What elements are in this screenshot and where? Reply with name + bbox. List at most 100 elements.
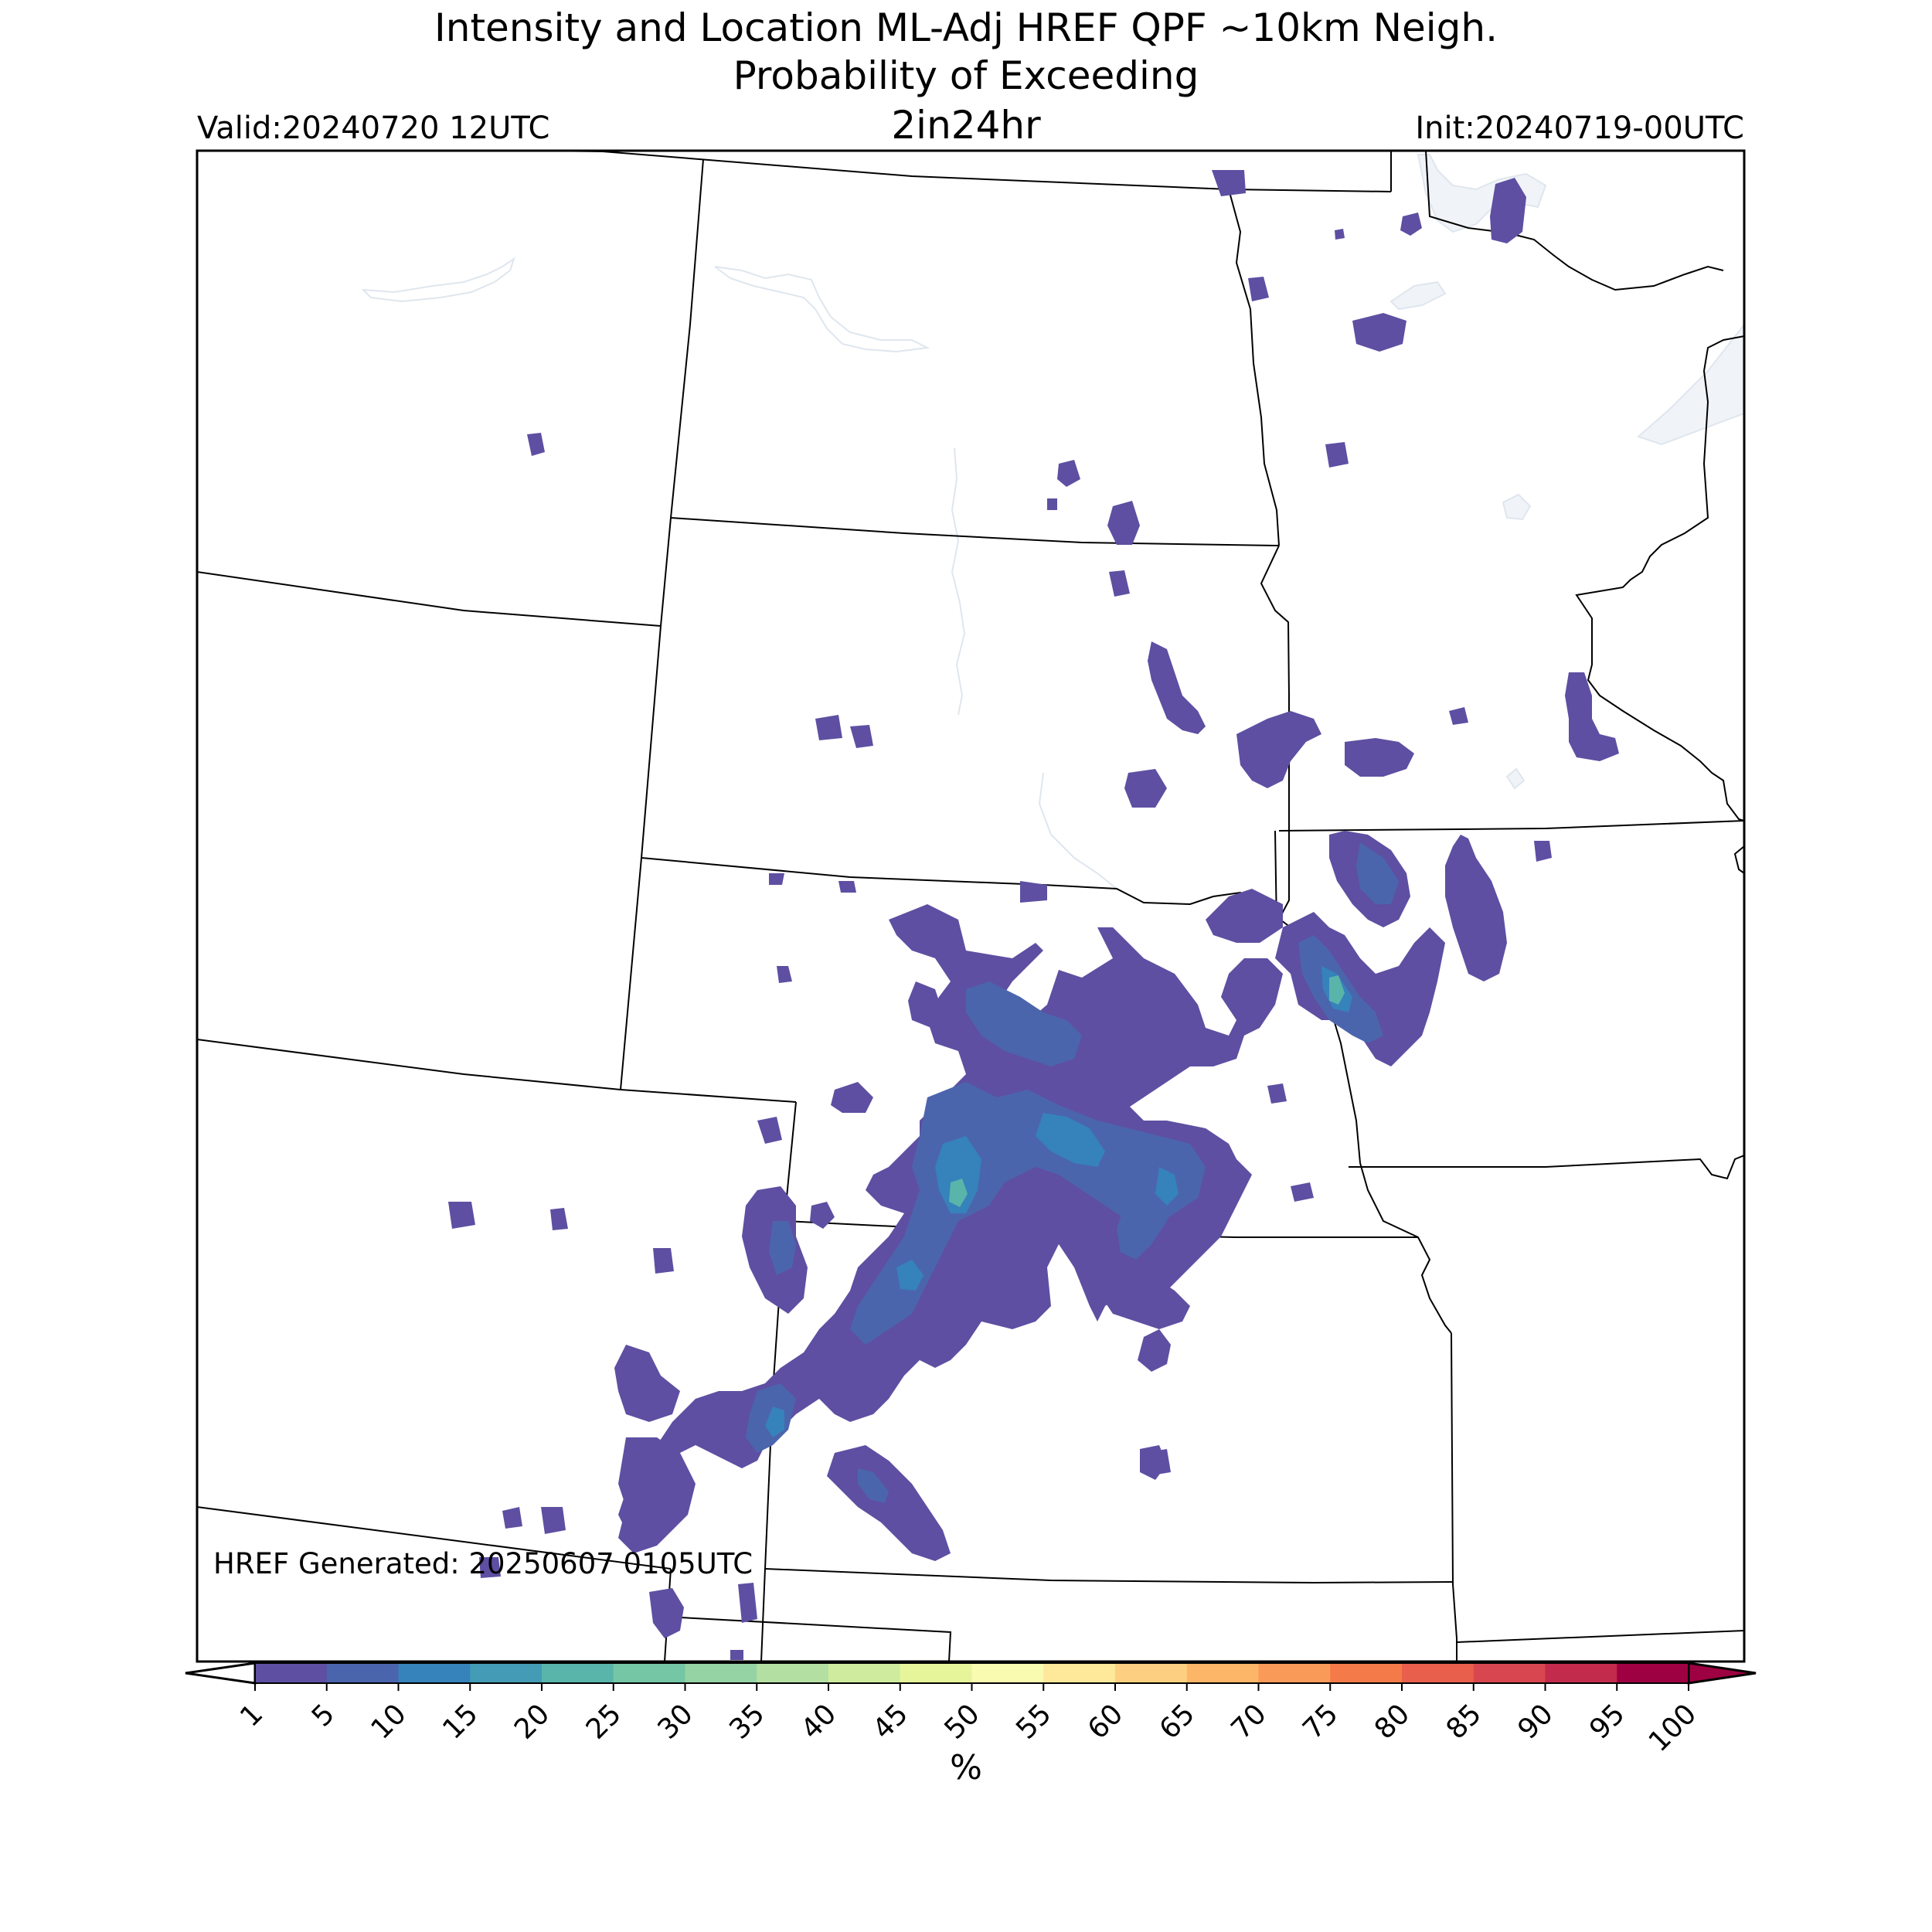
init-time-label: Init:20240719-00UTC — [1415, 111, 1744, 146]
mille-lacs — [1502, 493, 1532, 521]
colorbar-under-extend — [185, 1662, 257, 1685]
cell-sd-c — [1124, 769, 1167, 808]
swath-ia-north — [1445, 835, 1507, 981]
core-ks-w — [858, 1468, 889, 1503]
cell-ne-w3 — [777, 966, 792, 983]
colorbar-swatch — [971, 1663, 1044, 1683]
cell-nd-n — [1248, 277, 1269, 301]
core-ne-6 — [896, 1260, 923, 1291]
colorbar-swatch — [613, 1663, 685, 1683]
colorbar-tick-label: 20 — [509, 1698, 556, 1745]
border-mt-nd — [660, 158, 704, 627]
colorbar-tick-label: 50 — [938, 1698, 985, 1745]
colorbar-tick-label: 35 — [723, 1698, 770, 1745]
cell-nm-spot — [730, 1650, 743, 1660]
cell-ne-ns — [1020, 881, 1047, 903]
cell-ks-ne — [1291, 1182, 1314, 1202]
colorbar-tick-label: 40 — [795, 1698, 842, 1745]
lake-winnebago-area — [1505, 767, 1526, 790]
red-lake — [1389, 281, 1447, 311]
cell-wy-ne — [757, 1117, 782, 1144]
core-co — [769, 1221, 796, 1275]
map-title-threshold: 2in24hr — [891, 103, 1041, 148]
colorbar-swatch — [398, 1663, 471, 1683]
cell-ok-w — [649, 1588, 684, 1638]
cell-nd-c3 — [1107, 501, 1140, 545]
colorbar-swatch — [1115, 1663, 1188, 1683]
colorbar-tick-label: 10 — [365, 1698, 412, 1745]
swath-mn-sw — [1345, 738, 1414, 777]
swath-ne-panhandle — [908, 981, 943, 1028]
colorbar-tick-label: 30 — [651, 1698, 699, 1745]
peak-ne — [949, 1179, 968, 1207]
colorbar-tick-label: 15 — [437, 1698, 484, 1745]
lake-superior — [1637, 323, 1744, 446]
colorbar-swatch — [757, 1663, 829, 1683]
border-mt-sd-wy — [197, 571, 662, 627]
border-ia-mo — [1349, 1155, 1744, 1180]
colorbar-swatch — [470, 1663, 543, 1683]
colorbar-tick-label: 90 — [1512, 1698, 1559, 1745]
cell-co-n2 — [550, 1208, 568, 1230]
colorbar-tick-label: 45 — [867, 1698, 914, 1745]
colorbar-swatch — [1402, 1663, 1475, 1683]
cell-ok-p — [738, 1583, 757, 1623]
colorbar-swatch — [828, 1663, 901, 1683]
border-mn-wi — [1575, 335, 1744, 821]
cell-mn-c — [1449, 707, 1468, 725]
cell-ne-w1 — [769, 873, 784, 885]
core-ks-2 — [765, 1406, 784, 1437]
swath-co-southeast — [614, 1345, 680, 1422]
colorbar-swatch — [1330, 1663, 1403, 1683]
cell-nm-n — [479, 1557, 501, 1578]
colorbar-swatch — [1473, 1663, 1546, 1683]
lake-oahe — [951, 447, 966, 716]
cell-nd-c2 — [1047, 498, 1057, 510]
colorbar-swatch — [685, 1663, 757, 1683]
border-wi-il — [1733, 845, 1744, 874]
swath-sd-nw — [831, 1082, 873, 1113]
cell-co-s1 — [502, 1507, 522, 1529]
colorbar-swatch — [326, 1663, 399, 1683]
border-ks-mo — [1451, 1332, 1458, 1662]
colorbar-swatch — [1258, 1663, 1331, 1683]
colorbar-over-extend — [1687, 1662, 1757, 1685]
border-nd-sd — [670, 517, 1280, 546]
colorbar-tick-label: 55 — [1010, 1698, 1057, 1745]
core-ne-2 — [966, 981, 1082, 1066]
cell-nd-border — [1212, 170, 1246, 196]
border-ks-ok — [764, 1568, 1454, 1584]
core-ne-1 — [850, 1082, 1206, 1345]
core-ia-n — [1356, 842, 1399, 904]
cell-ia-ne — [1534, 841, 1552, 862]
colorbar-swatch — [900, 1663, 972, 1683]
colorbar-swatch — [1545, 1663, 1617, 1683]
map-title-line1: Intensity and Location ML-Adj HREF QPF ~… — [434, 5, 1498, 50]
core-ne-5 — [1155, 1167, 1179, 1206]
colorbar-swatch — [1617, 1663, 1689, 1683]
cell-mn-ne — [1490, 178, 1526, 243]
prob-20-25pct — [949, 975, 1345, 1207]
cell-mt — [527, 433, 545, 456]
swath-mt-spot — [810, 1202, 835, 1229]
border-nd-mn — [1228, 189, 1280, 546]
border-wy-co-ne — [197, 1039, 797, 1103]
colorbar-tick-label: 25 — [580, 1698, 628, 1745]
cell-co-s2 — [541, 1507, 566, 1534]
cell-sd-n — [1109, 570, 1130, 597]
border-mn-canada — [1390, 151, 1724, 291]
border-ok-panhandle — [679, 1617, 952, 1662]
colorbar-tick-label: 1 — [234, 1698, 269, 1733]
colorbar: 1 5 10 15 20 25 30 35 40 45 50 55 60 65 70 75 80 85 90 95 10… — [185, 1662, 1757, 1758]
cell-sd-w2 — [850, 725, 873, 748]
fort-peck-lake — [361, 257, 515, 303]
border-co-nm — [197, 1506, 672, 1570]
colorbar-tick-label: 65 — [1154, 1698, 1201, 1745]
peak-ia — [1329, 975, 1345, 1005]
cell-mn-n2 — [1335, 229, 1345, 240]
swath-sd-isolated — [1148, 641, 1206, 734]
map-title-line2: Probability of Exceeding — [733, 53, 1199, 98]
cell-mn-n4 — [1325, 442, 1349, 468]
map-frame — [196, 149, 1746, 1663]
border-ne-ia-mo — [1359, 1162, 1452, 1334]
